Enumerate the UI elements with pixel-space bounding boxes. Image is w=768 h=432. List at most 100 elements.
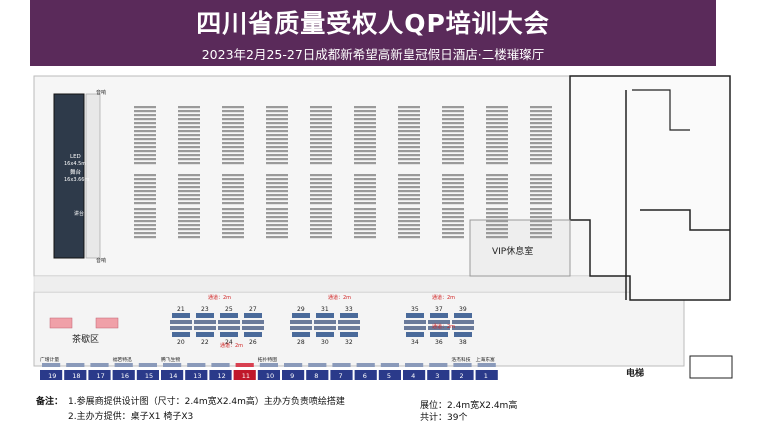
seat-row	[442, 138, 464, 141]
booth-table	[430, 313, 448, 318]
booth-number: 24	[225, 339, 233, 346]
booth-table	[454, 332, 472, 337]
booth-counter	[404, 326, 426, 330]
booth-number: 35	[411, 306, 419, 313]
booth-counter	[194, 320, 216, 324]
seat-row	[310, 114, 332, 117]
seat-row	[134, 202, 156, 205]
seat-row	[266, 220, 288, 223]
seat-row	[530, 232, 552, 235]
booth-counter	[452, 320, 474, 324]
seat-row	[486, 228, 508, 231]
seat-row	[310, 150, 332, 153]
seat-row	[178, 178, 200, 181]
seat-row	[530, 186, 552, 189]
seat-row	[354, 106, 376, 109]
event-subtitle: 2023年2月25-27日成都新希望高新皇冠假日酒店·二楼璀璨厅	[201, 47, 545, 62]
booth-table	[406, 313, 424, 318]
seat-row	[398, 182, 420, 185]
booth-number: 4	[411, 372, 415, 380]
seat-row	[442, 126, 464, 129]
seat-row	[310, 154, 332, 157]
seat-row	[486, 186, 508, 189]
booth-number: 10	[266, 372, 274, 380]
booth-number: 15	[145, 372, 153, 380]
seat-row	[266, 232, 288, 235]
seat-row	[266, 130, 288, 133]
seat-row	[266, 118, 288, 121]
seat-row	[442, 220, 464, 223]
seat-row	[178, 158, 200, 161]
seat-row	[486, 118, 508, 121]
seat-row	[222, 154, 244, 157]
seat-row	[178, 134, 200, 137]
seat-row	[134, 154, 156, 157]
seat-row	[134, 194, 156, 197]
seat-row	[398, 212, 420, 215]
seat-row	[354, 146, 376, 149]
seat-row	[398, 106, 420, 109]
booth-box	[475, 370, 498, 380]
booth-counter	[138, 363, 157, 367]
seat-row	[486, 126, 508, 129]
seat-row	[134, 186, 156, 189]
seat-row	[222, 228, 244, 231]
seat-row	[530, 178, 552, 181]
seat-row	[310, 236, 332, 239]
seat-row	[486, 130, 508, 133]
booth-box	[136, 370, 159, 380]
booth-table	[196, 313, 214, 318]
seat-row	[530, 216, 552, 219]
speaker-top-label: 音响	[96, 89, 106, 96]
seat-row	[134, 182, 156, 185]
booth-table	[316, 313, 334, 318]
seat-row	[134, 106, 156, 109]
seat-row	[398, 228, 420, 231]
seat-row	[134, 236, 156, 239]
seat-row	[442, 202, 464, 205]
entrance-strip	[33, 275, 685, 293]
aisle-label: 通道：2m	[432, 294, 455, 301]
booth-exhibitor-name: 洛杰科技	[451, 356, 470, 363]
seat-row	[486, 158, 508, 161]
booth-number: 25	[225, 306, 233, 313]
booth-number: 2	[460, 372, 464, 380]
seat-row	[354, 114, 376, 117]
seat-row	[266, 178, 288, 181]
booth-table	[244, 313, 262, 318]
seat-row	[310, 134, 332, 137]
seat-row	[530, 118, 552, 121]
seat-row	[134, 224, 156, 227]
seat-row	[354, 212, 376, 215]
seat-row	[354, 130, 376, 133]
booth-counter	[356, 363, 375, 367]
seat-row	[530, 150, 552, 153]
seat-row	[178, 198, 200, 201]
seat-row	[354, 118, 376, 121]
seat-row	[222, 122, 244, 125]
seat-row	[486, 182, 508, 185]
seat-row	[310, 110, 332, 113]
booth-table	[340, 313, 358, 318]
seat-row	[442, 150, 464, 153]
aisle-label: 通道：2m	[432, 323, 455, 330]
booth-number: 18	[72, 372, 80, 380]
seat-row	[530, 154, 552, 157]
seat-row	[398, 174, 420, 177]
seat-row	[310, 138, 332, 141]
seat-row	[178, 190, 200, 193]
booth-box	[233, 370, 256, 380]
seat-row	[354, 216, 376, 219]
stage	[85, 93, 101, 259]
seat-row	[266, 134, 288, 137]
booth-counter	[170, 320, 192, 324]
booth-number: 8	[314, 372, 318, 380]
seat-row	[178, 194, 200, 197]
tea-table	[95, 317, 119, 329]
led-size: 16x4.5m	[64, 161, 86, 167]
seat-row	[266, 216, 288, 219]
seat-row	[134, 208, 156, 211]
booth-number: 27	[249, 306, 257, 313]
seat-row	[178, 236, 200, 239]
seat-row	[178, 110, 200, 113]
